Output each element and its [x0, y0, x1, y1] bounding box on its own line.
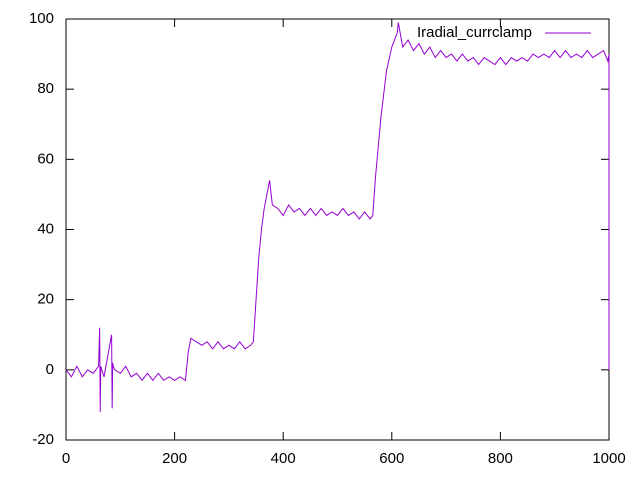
y-tick-label: 40	[37, 220, 54, 237]
y-tick-label: 100	[29, 10, 54, 27]
data-line	[65, 22, 610, 412]
legend-label: Iradial_currclamp	[417, 24, 532, 41]
y-tick-label: 20	[37, 291, 54, 308]
y-tick-label: 80	[37, 80, 54, 97]
x-tick-label: 1000	[592, 450, 625, 467]
y-tick-label: 60	[37, 150, 54, 167]
x-tick-label: 400	[271, 450, 296, 467]
y-tick-label: -20	[32, 431, 54, 448]
plot-border	[65, 18, 610, 441]
x-tick-label: 800	[488, 450, 513, 467]
y-tick-label: 0	[46, 361, 54, 378]
x-tick-label: 0	[62, 450, 70, 467]
x-tick-label: 200	[162, 450, 187, 467]
x-tick-label: 600	[379, 450, 404, 467]
